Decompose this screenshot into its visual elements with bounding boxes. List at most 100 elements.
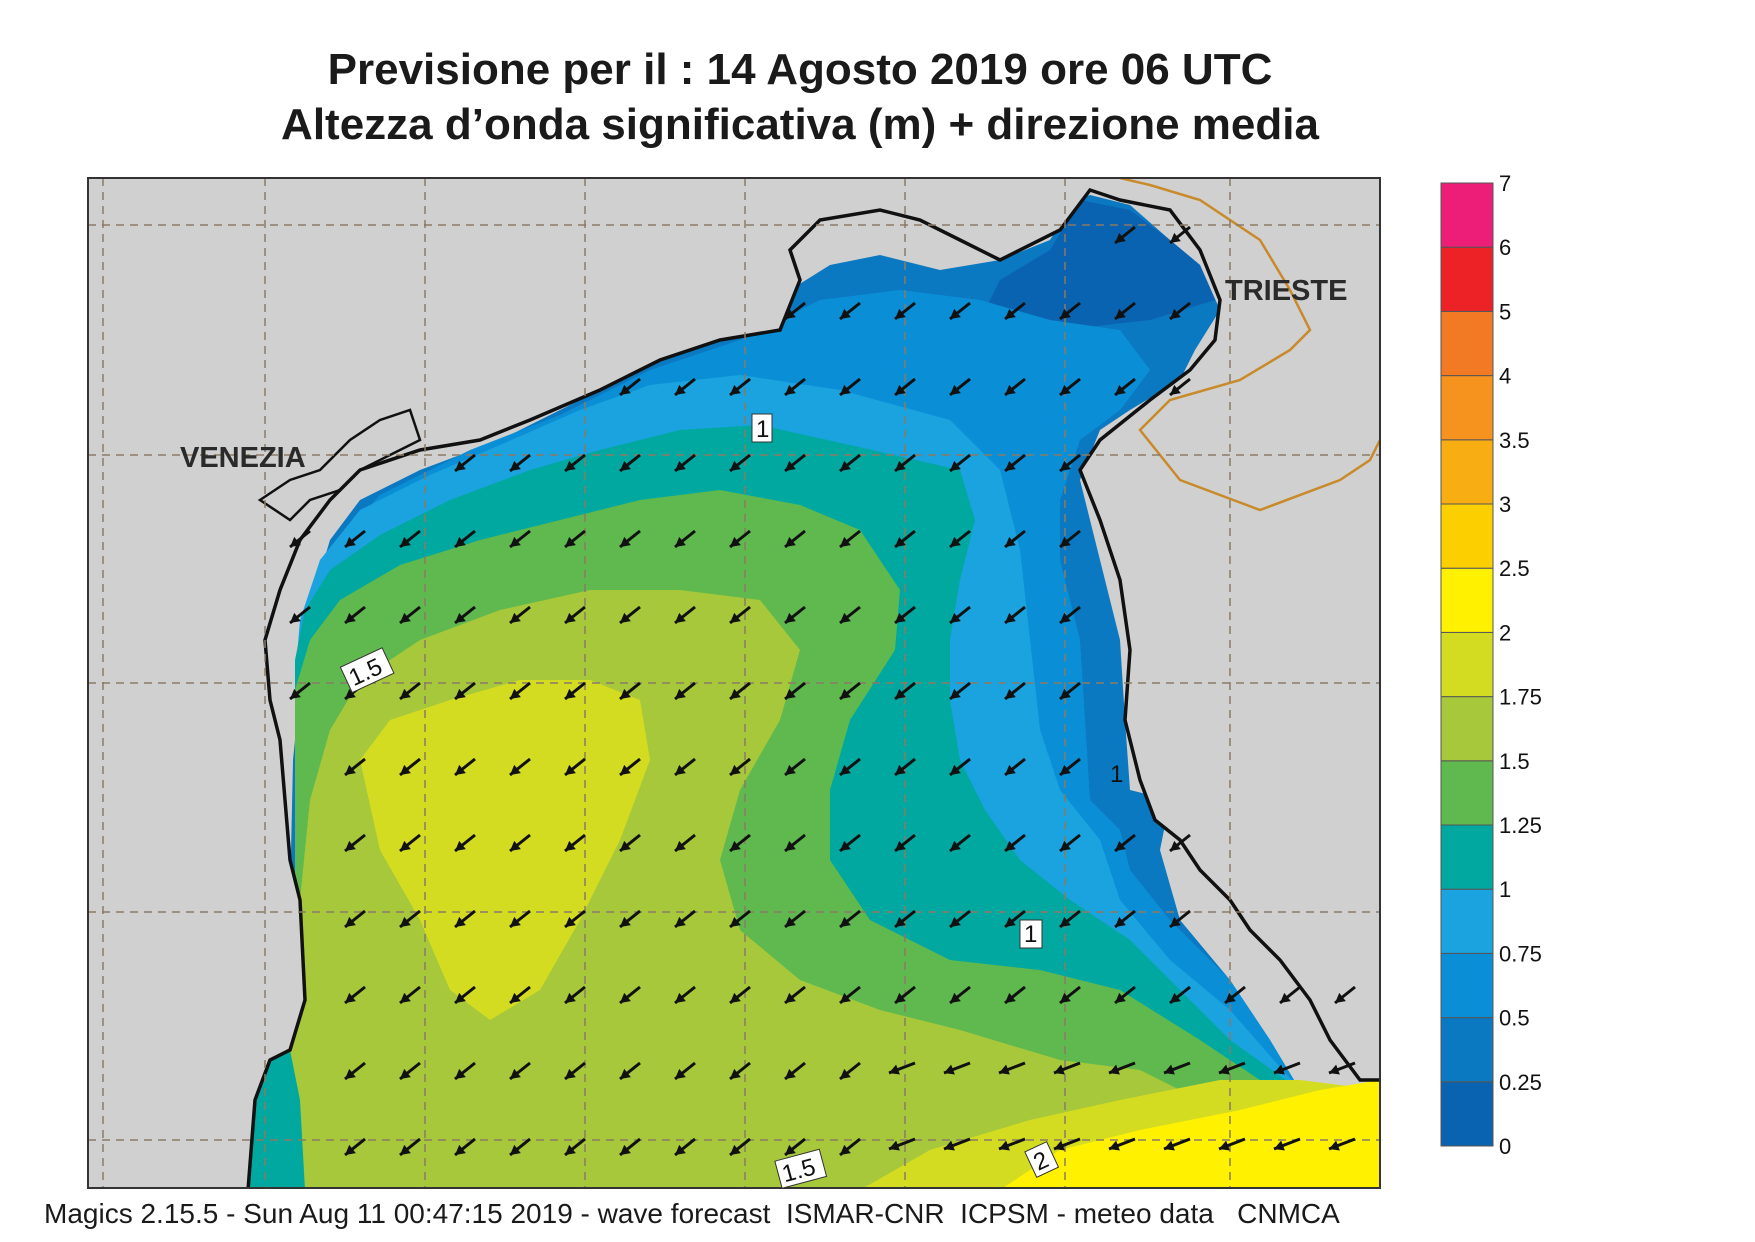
legend-tick-label: 1: [1499, 877, 1511, 902]
wave-arrow-head: [889, 1064, 900, 1075]
wave-arrow-head: [840, 1068, 851, 1079]
contour-label-text: 1: [756, 416, 769, 443]
wave-arrow-head: [675, 992, 686, 1003]
wave-arrow-head: [895, 460, 906, 471]
wave-arrow-head: [345, 612, 356, 623]
wave-arrow-head: [400, 764, 411, 775]
wave-arrow-head: [1115, 992, 1126, 1003]
wave-arrow-head: [730, 1144, 741, 1155]
wave-arrow-head: [675, 840, 686, 851]
wave-arrow-head: [1060, 840, 1071, 851]
legend-tick-label: 4: [1499, 364, 1511, 389]
wave-arrow-head: [840, 384, 851, 395]
wave-arrow-head: [345, 536, 356, 547]
coastline-west: [246, 187, 1380, 1188]
contour-label-6: 2: [1024, 1141, 1060, 1178]
wave-arrow-head: [730, 536, 741, 547]
wave-arrow-head: [565, 1068, 576, 1079]
legend-swatch: [1440, 567, 1494, 633]
contour-label-4: 1: [1110, 761, 1123, 788]
wave-arrow-head: [620, 536, 631, 547]
wave-arrow-head: [455, 536, 466, 547]
wave-arrow-head: [730, 764, 741, 775]
legend-tick-label: 0.5: [1499, 1006, 1530, 1031]
wave-arrow-head: [565, 1144, 576, 1155]
place-trieste: TRIESTE: [1225, 275, 1347, 307]
wave-arrow-head: [1170, 232, 1181, 243]
wave-arrow-head: [1005, 916, 1016, 927]
wave-arrow-head: [620, 1144, 631, 1155]
wave-arrow-head: [400, 1144, 411, 1155]
wave-arrow-head: [785, 384, 796, 395]
wave-arrow-head: [1170, 840, 1181, 851]
wave-arrow-head: [840, 536, 851, 547]
wave-arrow-head: [840, 1144, 851, 1155]
contour-band-25: [1003, 1080, 1380, 1188]
color-legend: 0 0.25 0.5 0.75 1 1.25 1.5 1.75 2 2.5 3 3.5 4 5 6 7: [1440, 171, 1542, 1159]
wave-arrow-head: [1109, 1140, 1120, 1151]
wave-arrow-head: [675, 612, 686, 623]
contour-label-1: 1: [751, 413, 773, 443]
wave-arrow-head: [1060, 308, 1071, 319]
wave-arrow-head: [950, 840, 961, 851]
wave-arrow-head: [950, 536, 961, 547]
wave-arrow-head: [1060, 916, 1071, 927]
wave-arrow-head: [565, 536, 576, 547]
legend-swatch: [1440, 503, 1494, 569]
wave-arrow-head: [565, 460, 576, 471]
wave-arrow-head: [620, 992, 631, 1003]
wave-arrow-head: [1329, 1140, 1340, 1151]
wave-arrow-head: [950, 916, 961, 927]
wave-arrow-head: [675, 536, 686, 547]
legend-tick-label: 1.25: [1499, 813, 1542, 838]
graticule: [88, 178, 1380, 1188]
legend-swatch: [1440, 631, 1494, 698]
wave-arrow-head: [510, 688, 521, 699]
wave-arrow-head: [455, 612, 466, 623]
wave-arrow-head: [1060, 536, 1071, 547]
legend-tick-label: 0.25: [1499, 1070, 1542, 1095]
wave-arrow-head: [785, 840, 796, 851]
wave-arrow-head: [950, 384, 961, 395]
legend-tick-label: 0: [1499, 1134, 1511, 1159]
wave-arrow-head: [730, 460, 741, 471]
wave-arrow-head: [345, 1068, 356, 1079]
wave-arrow-head: [785, 1144, 796, 1155]
wave-arrow-head: [895, 308, 906, 319]
wave-arrow-head: [510, 612, 521, 623]
wave-arrow-head: [455, 764, 466, 775]
wave-arrow-head: [1005, 992, 1016, 1003]
wave-arrow-head: [1115, 232, 1126, 243]
wave-arrow-head: [1054, 1064, 1065, 1075]
wave-arrow-head: [950, 688, 961, 699]
wave-arrow-head: [675, 688, 686, 699]
wave-arrow-head: [1054, 1140, 1065, 1151]
wave-arrow-head: [950, 612, 961, 623]
legend-swatch: [1440, 696, 1494, 762]
wave-arrow-head: [400, 536, 411, 547]
wave-arrow-head: [785, 688, 796, 699]
wave-arrow-head: [895, 992, 906, 1003]
legend-tick-label: 1.5: [1499, 749, 1530, 774]
wave-arrow-head: [510, 460, 521, 471]
wave-arrow-head: [620, 688, 631, 699]
wave-arrow-head: [345, 688, 356, 699]
wave-arrow-head: [785, 612, 796, 623]
map-title: Previsione per il : 14 Agosto 2019 ore 0…: [327, 45, 1273, 94]
wave-arrow-head: [620, 384, 631, 395]
legend-swatch: [1440, 888, 1494, 954]
wave-arrow-head: [1005, 536, 1016, 547]
wave-arrow-head: [840, 612, 851, 623]
wave-arrow-head: [1219, 1140, 1230, 1151]
wave-arrow-head: [400, 612, 411, 623]
wave-arrow-head: [1274, 1140, 1285, 1151]
wave-arrow-head: [1164, 1140, 1175, 1151]
wave-arrow-head: [999, 1064, 1010, 1075]
contour-band-025: [980, 200, 1215, 330]
wave-arrow-head: [1109, 1064, 1120, 1075]
legend-tick-label: 6: [1499, 235, 1511, 260]
wave-arrow-head: [950, 460, 961, 471]
wave-arrow-head: [785, 1068, 796, 1079]
wave-arrow-head: [1115, 384, 1126, 395]
